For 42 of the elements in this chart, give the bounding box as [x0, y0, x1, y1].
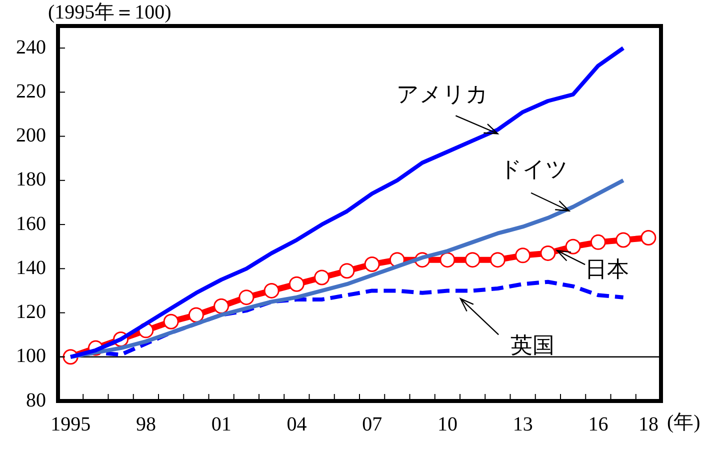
y-tick-label: 240: [16, 36, 46, 58]
y-axis-title: (1995年＝100): [48, 1, 172, 24]
point: [238, 290, 254, 306]
x-tick-label: 10: [437, 413, 458, 436]
y-tick-label: 200: [16, 124, 46, 147]
series-label: 日本: [585, 256, 630, 282]
point: [565, 238, 581, 254]
series-label: アメリカ: [396, 81, 489, 106]
point: [640, 230, 656, 246]
point: [364, 256, 380, 272]
y-tick-label: 80: [26, 389, 46, 412]
y-tick-label: 180: [16, 168, 46, 191]
y-tick-label: 120: [16, 301, 46, 324]
x-tick-label: 13: [512, 413, 533, 436]
x-tick-label: 07: [362, 413, 382, 436]
point: [540, 245, 556, 261]
point: [590, 234, 606, 250]
x-tick-label: 16: [588, 413, 608, 436]
x-tick-label: 98: [136, 413, 156, 436]
y-tick-label: 140: [16, 256, 46, 279]
x-tick-label: 04: [286, 413, 307, 436]
point: [214, 298, 230, 314]
y-tick-label: 100: [16, 345, 46, 368]
point: [264, 282, 280, 298]
y-tick-label: 220: [16, 80, 46, 102]
x-tick-label: 1995: [50, 413, 91, 436]
point: [616, 232, 632, 248]
point: [188, 307, 204, 323]
y-tick-label: 160: [16, 212, 46, 235]
x-axis-title: (年): [667, 411, 700, 434]
point: [314, 270, 330, 286]
x-tick-label: 01: [211, 413, 232, 436]
point: [464, 252, 480, 268]
point: [163, 314, 179, 330]
text: 英国: [510, 332, 555, 358]
point: [440, 252, 456, 268]
point: [288, 276, 304, 292]
series-label: ドイツ: [500, 156, 569, 182]
x-tick-label: 18: [638, 413, 658, 436]
point: [339, 263, 355, 279]
point: [490, 252, 506, 268]
point: [515, 248, 531, 264]
